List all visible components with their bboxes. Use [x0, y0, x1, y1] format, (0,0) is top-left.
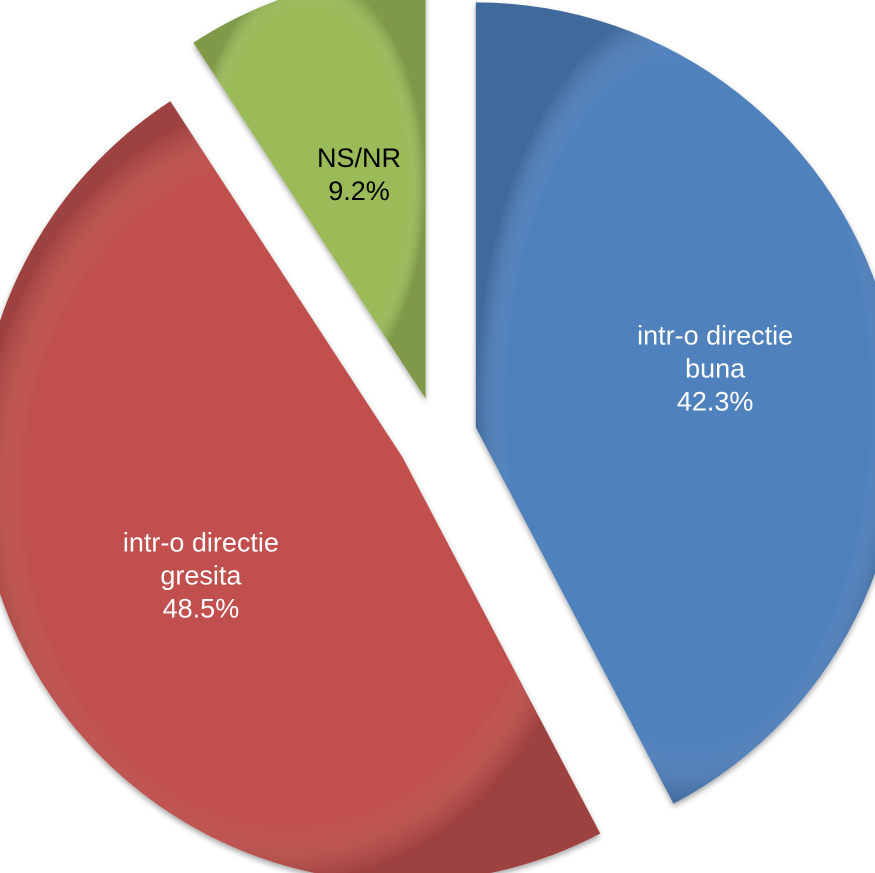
- pie-slice-shading: [475, 2, 875, 804]
- slice-category-label: intr-o directie: [123, 528, 279, 558]
- slice-category-label: NS/NR: [317, 143, 401, 173]
- slice-value-label: 42.3%: [677, 386, 754, 416]
- pie-slice-intr-o-directie-gresita: [0, 101, 601, 873]
- slice-label: NS/NR 9.2%: [317, 143, 401, 206]
- slice-value-label: 48.5%: [163, 594, 240, 624]
- slice-label: intr-o directie buna 42.3%: [637, 320, 793, 416]
- slice-category-label: intr-o directie: [637, 320, 793, 350]
- pie-slice-shading: [0, 101, 601, 873]
- pie-slice-ns-nr: [193, 0, 426, 399]
- slice-value-label: 9.2%: [328, 176, 390, 206]
- pie-slice-intr-o-directie-buna: [475, 2, 875, 804]
- slice-category-label: gresita: [160, 561, 242, 591]
- slice-label: intr-o directie gresita 48.5%: [123, 528, 279, 624]
- pie-slice-shading: [193, 0, 426, 399]
- pie-labels: intr-o directie buna 42.3%intr-o directie g…: [123, 143, 793, 624]
- slice-category-label: buna: [685, 353, 746, 383]
